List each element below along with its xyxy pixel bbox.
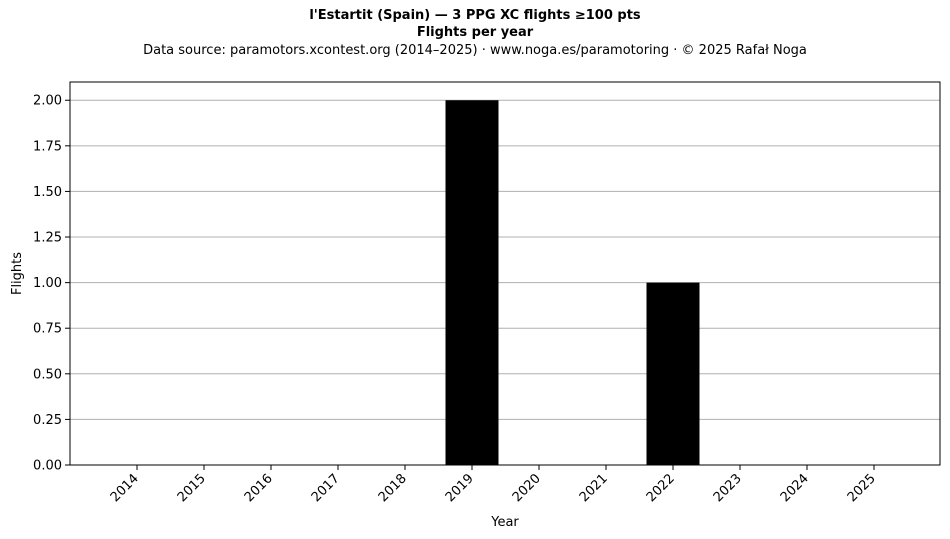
x-axis-label: Year [490,515,519,530]
chart-source-note: Data source: paramotors.xcontest.org (20… [143,43,807,58]
y-tick-label: 1.50 [33,185,62,200]
x-tick-label: 2014 [108,471,142,505]
y-tick-label: 0.50 [33,367,62,382]
y-tick-label: 1.75 [33,139,62,154]
grid-lines [70,99,940,420]
x-tick-label: 2021 [577,471,611,505]
y-axis: 0.00 0.25 0.50 0.75 1.00 1.25 1.50 1.75 2.00 [33,94,70,474]
y-tick-label: 0.75 [33,322,62,337]
chart-header: l'Estartit (Spain) — 3 PPG XC flights ≥1… [0,7,950,60]
x-tick-label: 2017 [309,471,343,505]
y-tick-label: 0.25 [33,413,62,428]
x-tick-label: 2020 [510,471,544,505]
x-tick-label: 2025 [845,471,879,505]
x-tick-label: 2016 [242,471,276,505]
plot-frame [69,81,941,466]
x-tick-label: 2019 [443,471,477,505]
x-tick-label: 2015 [175,471,209,505]
y-tick-label: 2.00 [33,94,62,109]
y-axis-label: Flights [10,252,25,295]
chart-subtitle: Flights per year [416,25,534,40]
bar [445,100,499,465]
x-axis: 2014 2015 2016 2017 2018 2019 2020 2021 2022 2023… [108,465,879,505]
x-tick-label: 2023 [711,471,745,505]
y-tick-label: 1.25 [33,231,62,246]
x-tick-label: 2022 [644,471,678,505]
chart-title: l'Estartit (Spain) — 3 PPG XC flights ≥1… [309,8,641,23]
y-tick-label: 1.00 [33,276,62,291]
x-tick-label: 2024 [778,471,812,505]
bars [445,100,700,465]
x-tick-label: 2018 [376,471,410,505]
y-tick-label: 0.00 [33,459,62,474]
bar [646,282,700,465]
